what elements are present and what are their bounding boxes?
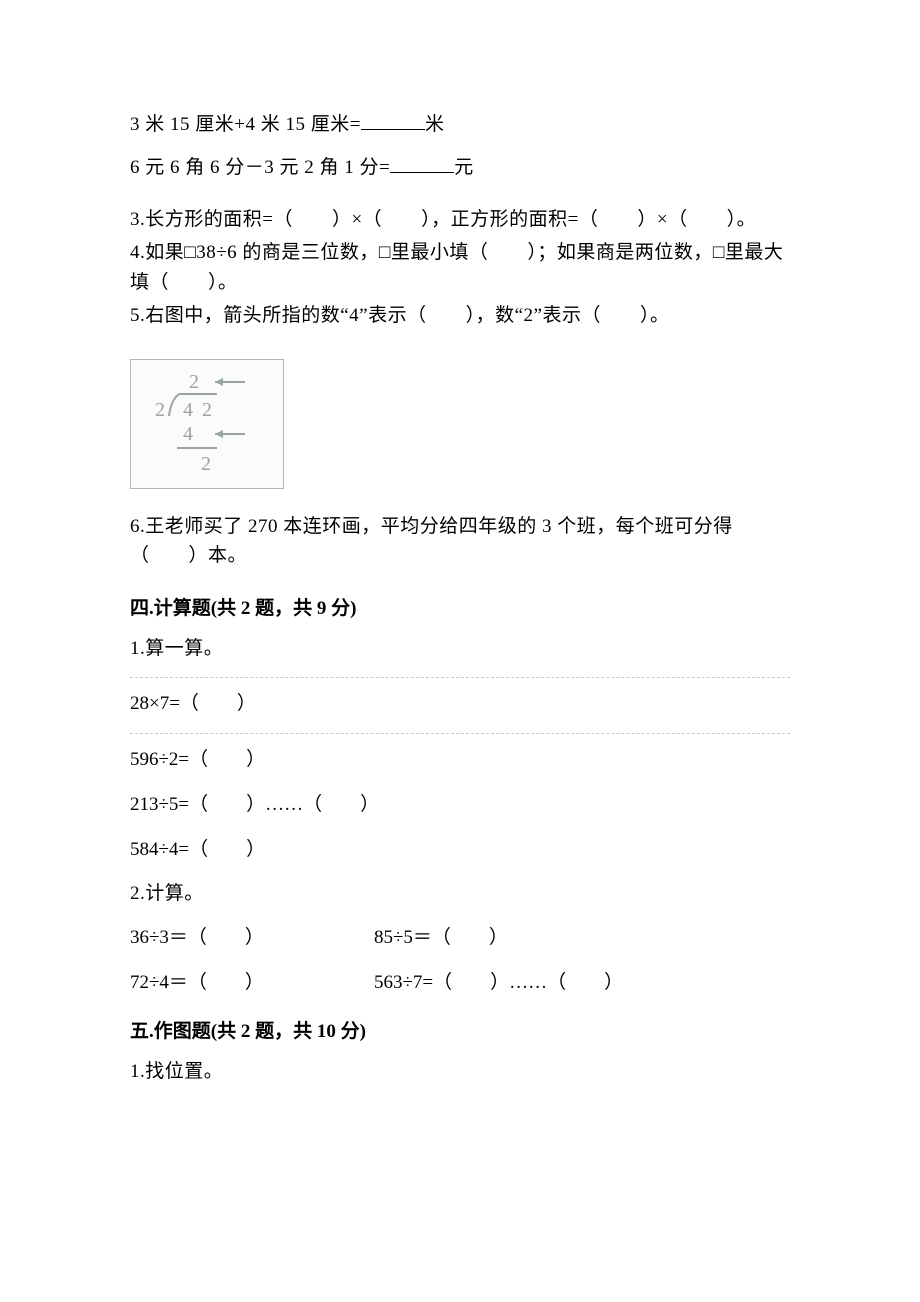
section-4-item2: 2.计算。 [130,879,790,908]
arrow-head-mid [215,430,223,438]
calc2-row: 36÷3＝（ ） 85÷5＝（ ） [130,922,790,949]
long-division-svg: 2 2 4 2 4 2 [145,370,265,480]
quotient-digit: 2 [189,371,199,393]
dotted-rule-bottom [130,733,790,734]
fill-q5: 5.右图中，箭头所指的数“4”表示（ ），数“2”表示（ ）。 [130,301,790,330]
fill-length-sum: 3 米 15 厘米+4 米 15 厘米= 米 [130,110,790,139]
division-curve [169,394,179,416]
section-5-item1: 1.找位置。 [130,1057,790,1086]
long-division-figure: 2 2 4 2 4 2 [130,359,284,489]
calc1-row: 213÷5=（ ）……（ ） [130,789,790,816]
fill-q6: 6.王老师买了 270 本连环画，平均分给四年级的 3 个班，每个班可分得（ ）… [130,512,790,571]
calc2-row: 72÷4＝（ ） 563÷7=（ ）……（ ） [130,967,790,994]
fill-q3: 3.长方形的面积=（ ）×（ ），正方形的面积=（ ）×（ ）。 [130,205,790,234]
calc1-row: 584÷4=（ ） [130,834,790,861]
dotted-rule-top [130,677,790,678]
text: 3 米 15 厘米+4 米 15 厘米= [130,114,361,135]
unit: 米 [425,114,445,135]
remainder-digit: 2 [201,453,211,475]
divisor-digit: 2 [155,399,165,421]
calc2-right: 563÷7=（ ）……（ ） [374,967,623,994]
blank[interactable] [361,113,425,130]
sub-digit: 4 [183,423,193,445]
section-4-item1: 1.算一算。 [130,634,790,663]
arrow-head-top [215,378,223,386]
calc2-right: 85÷5＝（ ） [374,922,508,949]
section-4-heading: 四.计算题(共 2 题，共 9 分) [130,593,790,620]
dividend-digits: 4 2 [183,399,214,421]
section-5-heading: 五.作图题(共 2 题，共 10 分) [130,1016,790,1043]
calc2-left: 72÷4＝（ ） [130,967,264,994]
calc1-row: 28×7=（ ） [130,688,790,715]
exam-page: 3 米 15 厘米+4 米 15 厘米= 米 6 元 6 角 6 分－3 元 2 … [0,0,920,1302]
calc2-left: 36÷3＝（ ） [130,922,264,949]
unit: 元 [454,157,474,178]
fill-money-sub: 6 元 6 角 6 分－3 元 2 角 1 分= 元 [130,153,790,182]
calc1-row: 596÷2=（ ） [130,744,790,771]
text: 6 元 6 角 6 分－3 元 2 角 1 分= [130,157,390,178]
blank[interactable] [390,156,454,173]
fill-q4: 4.如果□38÷6 的商是三位数，□里最小填（ ）；如果商是两位数，□里最大填（… [130,238,790,297]
